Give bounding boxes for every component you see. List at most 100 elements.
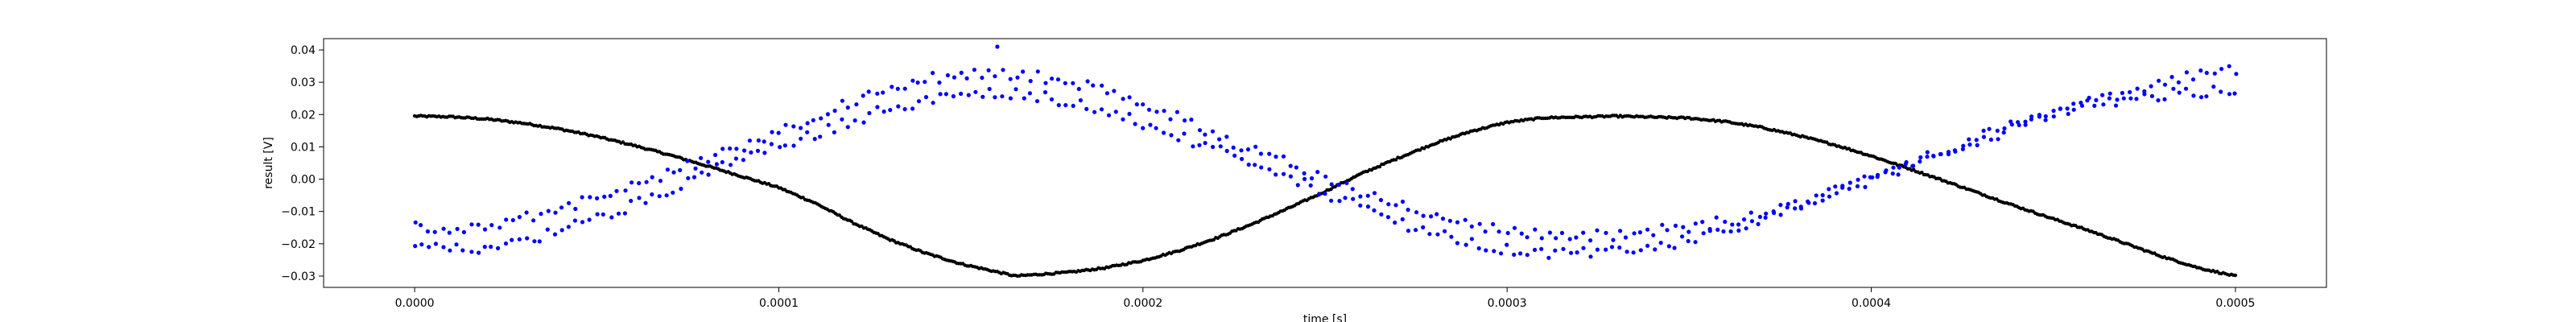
data-point-blue: [1700, 220, 1705, 225]
data-point-blue: [916, 99, 922, 104]
data-point-blue: [425, 229, 431, 234]
data-point-blue: [2162, 82, 2168, 87]
data-point-blue: [812, 137, 817, 142]
data-point-blue: [2128, 89, 2132, 95]
data-point-blue: [2079, 101, 2083, 105]
data-point-blue: [952, 75, 957, 80]
data-point-blue: [1106, 113, 1112, 118]
data-point-blue: [2092, 103, 2097, 108]
data-point-blue: [866, 89, 871, 94]
data-point-blue: [1525, 235, 1530, 240]
data-point-blue: [1496, 229, 1501, 234]
data-point-blue: [1071, 103, 1075, 109]
data-point-blue: [1645, 243, 1650, 248]
data-point-blue: [1476, 246, 1481, 251]
y-tick-label: −0.03: [281, 270, 316, 283]
data-point-blue: [1071, 80, 1075, 85]
data-point-blue: [1259, 165, 1264, 170]
data-point-blue: [1455, 220, 1460, 225]
data-point-blue: [1855, 184, 1860, 188]
data-point-blue: [972, 68, 976, 72]
data-point-blue: [1569, 250, 1574, 255]
data-point-blue: [1477, 221, 1482, 226]
data-point-blue: [1547, 230, 1552, 235]
data-point-blue: [679, 186, 683, 192]
data-point-blue: [1414, 210, 1419, 215]
data-point-blue: [1891, 165, 1896, 170]
data-point-blue: [1870, 175, 1875, 180]
data-point-blue: [890, 85, 894, 89]
data-point-blue: [1294, 165, 1298, 170]
data-point-blue: [1253, 163, 1257, 167]
data-point-blue: [1651, 233, 1656, 237]
data-point-blue: [1588, 254, 1593, 259]
data-point-blue: [1281, 154, 1286, 159]
data-point-blue: [1595, 228, 1600, 233]
data-point-blue: [1981, 134, 1987, 139]
data-point-blue: [1427, 232, 1432, 237]
data-point-blue: [1463, 242, 1468, 247]
data-point-blue: [1323, 174, 1328, 179]
data-point-blue: [602, 194, 607, 199]
data-point-blue: [896, 104, 901, 109]
data-point-blue: [685, 159, 690, 163]
data-point-blue: [539, 212, 543, 217]
data-point-blue: [1996, 137, 2000, 142]
data-point-blue: [1008, 96, 1013, 101]
data-point-blue: [678, 167, 683, 172]
data-point-blue: [1763, 215, 1768, 220]
data-point-blue: [1736, 228, 1741, 233]
data-point-blue: [691, 175, 697, 180]
data-point-blue: [840, 117, 844, 122]
data-point-blue: [1469, 224, 1474, 229]
data-point-blue: [1974, 138, 1979, 142]
data-point-blue: [1756, 221, 1761, 226]
data-point-blue: [552, 232, 558, 237]
data-point-blue: [1637, 230, 1642, 235]
data-point-blue: [1406, 229, 1411, 233]
data-point-blue: [1218, 144, 1223, 149]
data-point-blue: [1653, 247, 1657, 252]
data-point-blue: [1658, 241, 1663, 246]
data-point-blue: [1707, 229, 1712, 233]
data-point-blue: [595, 212, 600, 217]
data-point-blue: [861, 120, 866, 125]
data-point-blue: [1604, 247, 1608, 252]
data-point-blue: [460, 248, 465, 253]
data-point-blue: [2101, 102, 2106, 107]
data-point-blue: [811, 118, 815, 122]
data-point-blue: [931, 71, 935, 76]
data-point-blue: [1820, 192, 1825, 198]
data-point-blue: [2128, 96, 2133, 101]
data-point-blue: [622, 211, 628, 216]
data-point-blue: [861, 93, 865, 98]
data-point-black: [2233, 273, 2238, 278]
x-tick-label: 0.0000: [395, 297, 435, 310]
data-point-blue: [482, 245, 487, 250]
data-point-blue: [945, 72, 950, 78]
data-point-blue: [915, 80, 920, 85]
data-point-blue: [1701, 231, 1706, 236]
data-point-blue: [2120, 90, 2124, 96]
data-point-blue: [657, 194, 662, 199]
data-point-blue: [1076, 86, 1081, 92]
data-point-blue: [2085, 98, 2090, 103]
data-point-blue: [1288, 163, 1293, 168]
data-point-blue: [1245, 147, 1251, 152]
data-point-blue: [441, 226, 446, 231]
data-point-blue: [413, 220, 418, 225]
data-point-blue: [923, 80, 927, 85]
data-point-blue: [845, 105, 850, 110]
data-point-blue: [1183, 118, 1187, 123]
data-point-blue: [573, 206, 578, 212]
data-point-blue: [1197, 142, 1202, 147]
x-axis-label: time [s]: [1303, 313, 1347, 322]
data-point-blue: [1833, 184, 1838, 189]
data-point-blue: [791, 124, 796, 129]
data-point-blue: [993, 95, 997, 100]
data-point-blue: [2142, 92, 2147, 97]
data-point-blue: [1191, 144, 1195, 149]
data-point-blue: [1309, 175, 1315, 181]
data-point-blue: [1365, 204, 1371, 209]
data-point-blue: [2071, 101, 2076, 106]
